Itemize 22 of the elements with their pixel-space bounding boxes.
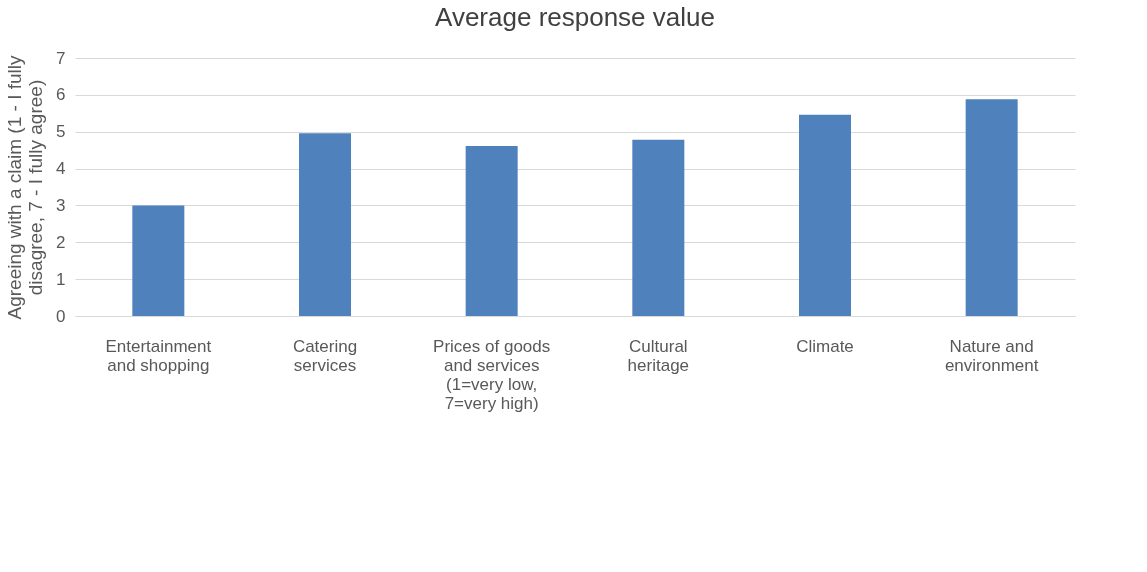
- bar: [465, 146, 518, 316]
- y-tick-label: 5: [56, 122, 66, 142]
- x-tick-label: Catering services: [292, 336, 358, 375]
- y-tick-label: 7: [56, 48, 66, 68]
- x-tick-label: Entertainment and shopping: [105, 336, 212, 375]
- y-axis-title: Agreeing with a claim (1 - I fully disagree, 7 - I fully agree): [4, 55, 47, 320]
- bar: [632, 139, 685, 316]
- bar: [299, 133, 351, 316]
- x-tick-label: Cultural heritage: [627, 336, 690, 375]
- y-tick-label: 4: [56, 159, 66, 179]
- x-tick-label: Prices of goods and services (1=very low, 7=very high): [433, 336, 551, 413]
- y-tick-label: 1: [56, 269, 66, 289]
- bar: [132, 205, 185, 316]
- y-tick-label: 2: [56, 232, 66, 252]
- y-tick-label: 0: [56, 306, 66, 326]
- bar: [965, 99, 1018, 316]
- x-tick-label: Climate: [796, 336, 854, 356]
- x-tick-label: Nature and environment: [944, 336, 1039, 375]
- chart-title: Average response value: [435, 2, 715, 32]
- y-tick-label: 3: [56, 195, 66, 215]
- bar: [799, 114, 851, 316]
- y-tick-label: 6: [56, 85, 66, 105]
